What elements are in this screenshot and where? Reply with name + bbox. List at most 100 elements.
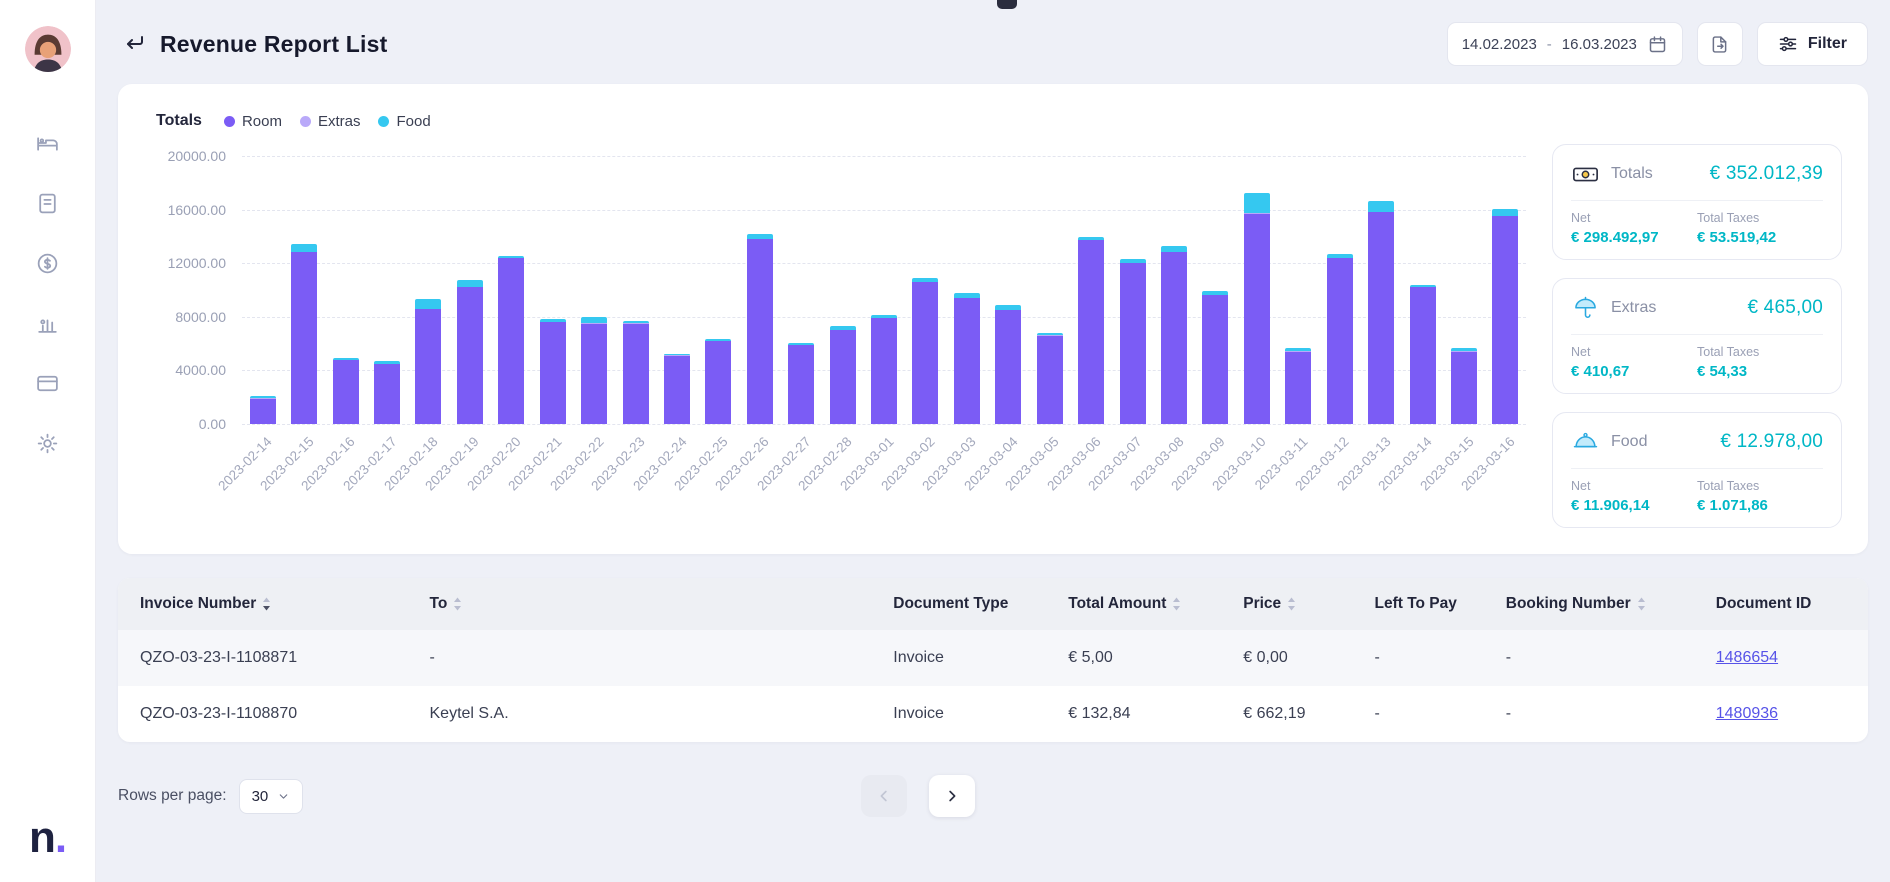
document-id-link[interactable]: 1480936 [1715,705,1779,722]
bar-segment-food [788,343,815,345]
bar-segment-food [746,233,773,239]
taxes-label: Total Taxes [1697,345,1760,359]
logo-dot: . [54,813,67,862]
bar-2023-02-21 [532,156,573,424]
net-value: € 298.492,97 [1571,229,1659,246]
rows-per-page-value: 30 [251,787,269,805]
bar-2023-03-01 [863,156,904,424]
bar-segment-food [871,315,898,318]
taxes-value: € 54,33 [1697,363,1748,380]
chart-title: Totals [156,112,202,129]
bar-segment-room [746,239,773,424]
umbrella-icon [1571,294,1599,322]
bar-2023-02-14 [242,156,283,424]
table-row: QZO-03-23-I-1108870 Keytel S.A. Invoice € 1… [118,686,1868,742]
net-label: Net [1571,479,1591,493]
bar-segment-room [829,330,856,424]
column-label: Left To Pay [1374,595,1457,612]
bar-2023-02-22 [573,156,614,424]
column-header-price[interactable]: Price [1229,578,1360,630]
legend-item-extras: Extras [299,113,360,130]
column-header-total_amount[interactable]: Total Amount [1054,578,1229,630]
back-button[interactable] [118,27,152,61]
app-logo[interactable]: n. [28,813,67,862]
summary-label: Food [1611,433,1648,450]
legend-dot [299,115,311,127]
bar-segment-food [539,319,566,322]
cell-price: € 662,19 [1243,705,1306,722]
cell-price: € 0,00 [1243,649,1288,666]
bar-2023-02-24 [656,156,697,424]
rows-per-page-select[interactable]: 30 [238,778,304,814]
bar-segment-food [1160,246,1187,253]
payments-icon[interactable] [33,368,63,398]
export-button[interactable] [1696,22,1743,66]
legend-label: Room [241,112,282,130]
grid-line [242,156,1526,157]
bar-segment-food [1202,291,1229,296]
cell-booking_number: - [1505,705,1512,722]
settings-icon[interactable] [33,428,63,458]
y-axis-tick: 16000.00 [167,201,226,218]
reports-icon[interactable] [33,308,63,338]
bar-2023-02-27 [780,156,821,424]
bar-segment-food [995,304,1022,310]
invoice-table: Invoice Number To Document Type Total Amoun… [118,578,1868,742]
bar-2023-03-06 [1070,156,1111,424]
dashboard-icon[interactable] [33,128,63,158]
net-value: € 11.906,14 [1571,497,1650,514]
bar-2023-02-15 [283,156,324,424]
bar-segment-food [1119,259,1146,264]
bar-segment-food [291,244,318,253]
column-header-to[interactable]: To [416,578,880,630]
rows-per-page-label: Rows per page: [118,787,227,804]
bar-segment-food [1450,348,1477,352]
column-header-booking_number[interactable]: Booking Number [1492,578,1702,630]
bar-segment-room [581,323,608,424]
header-actions: 14.02.2023 - 16.03.2023 Filter [1446,22,1868,66]
prev-page-button[interactable] [861,775,907,817]
bar-segment-room [705,340,732,424]
cell-total_amount: € 5,00 [1068,649,1113,666]
summary-card-food: Food € 12.978,00 Net € 11.906,14 Total T… [1552,412,1842,528]
banknote-icon [1571,160,1599,188]
bar-segment-food [1368,201,1395,213]
reservations-icon[interactable] [33,188,63,218]
bar-segment-room [1409,287,1436,424]
column-header-invoice_number[interactable]: Invoice Number [118,578,416,630]
page-header: Revenue Report List 14.02.2023 - 16.03.2… [118,16,1868,72]
bar-segment-food [912,278,939,282]
bar-segment-food [622,321,649,324]
net-label: Net [1571,211,1591,225]
date-range-picker[interactable]: 14.02.2023 - 16.03.2023 [1446,22,1683,66]
bar-2023-02-19 [449,156,490,424]
bar-2023-03-09 [1195,156,1236,424]
logo-text: n [28,813,56,862]
bar-segment-room [498,257,525,424]
filter-label: Filter [1807,35,1847,52]
invoice-table-card: Invoice Number To Document Type Total Amoun… [118,578,1868,742]
date-range-end: 16.03.2023 [1561,35,1637,53]
cell-left_to_pay: - [1374,649,1380,666]
legend-item-food: Food [378,113,431,130]
filter-button[interactable]: Filter [1756,22,1868,66]
bar-segment-food [332,358,359,360]
sidebar: n. [0,0,96,882]
document-id-link[interactable]: 1486654 [1715,649,1779,666]
bar-segment-food [1285,348,1312,352]
bar-2023-02-20 [491,156,532,424]
bar-2023-02-23 [615,156,656,424]
next-page-button[interactable] [929,775,975,817]
taxes-label: Total Taxes [1697,211,1760,225]
bar-segment-food [456,280,483,288]
chart-plot: 20000.00 16000.00 12000.00 8000.00 4000.00 0.… [156,148,1526,432]
chart-legend-row: Totals Room Extras Food [156,112,1526,130]
table-footer: Rows per page: 30 [118,772,1868,820]
user-avatar[interactable] [24,26,71,72]
finance-icon[interactable] [33,248,63,278]
bar-2023-03-07 [1112,156,1153,424]
cloche-icon [1571,428,1599,456]
cell-document_type: Invoice [893,649,944,666]
bar-segment-food [373,360,400,364]
